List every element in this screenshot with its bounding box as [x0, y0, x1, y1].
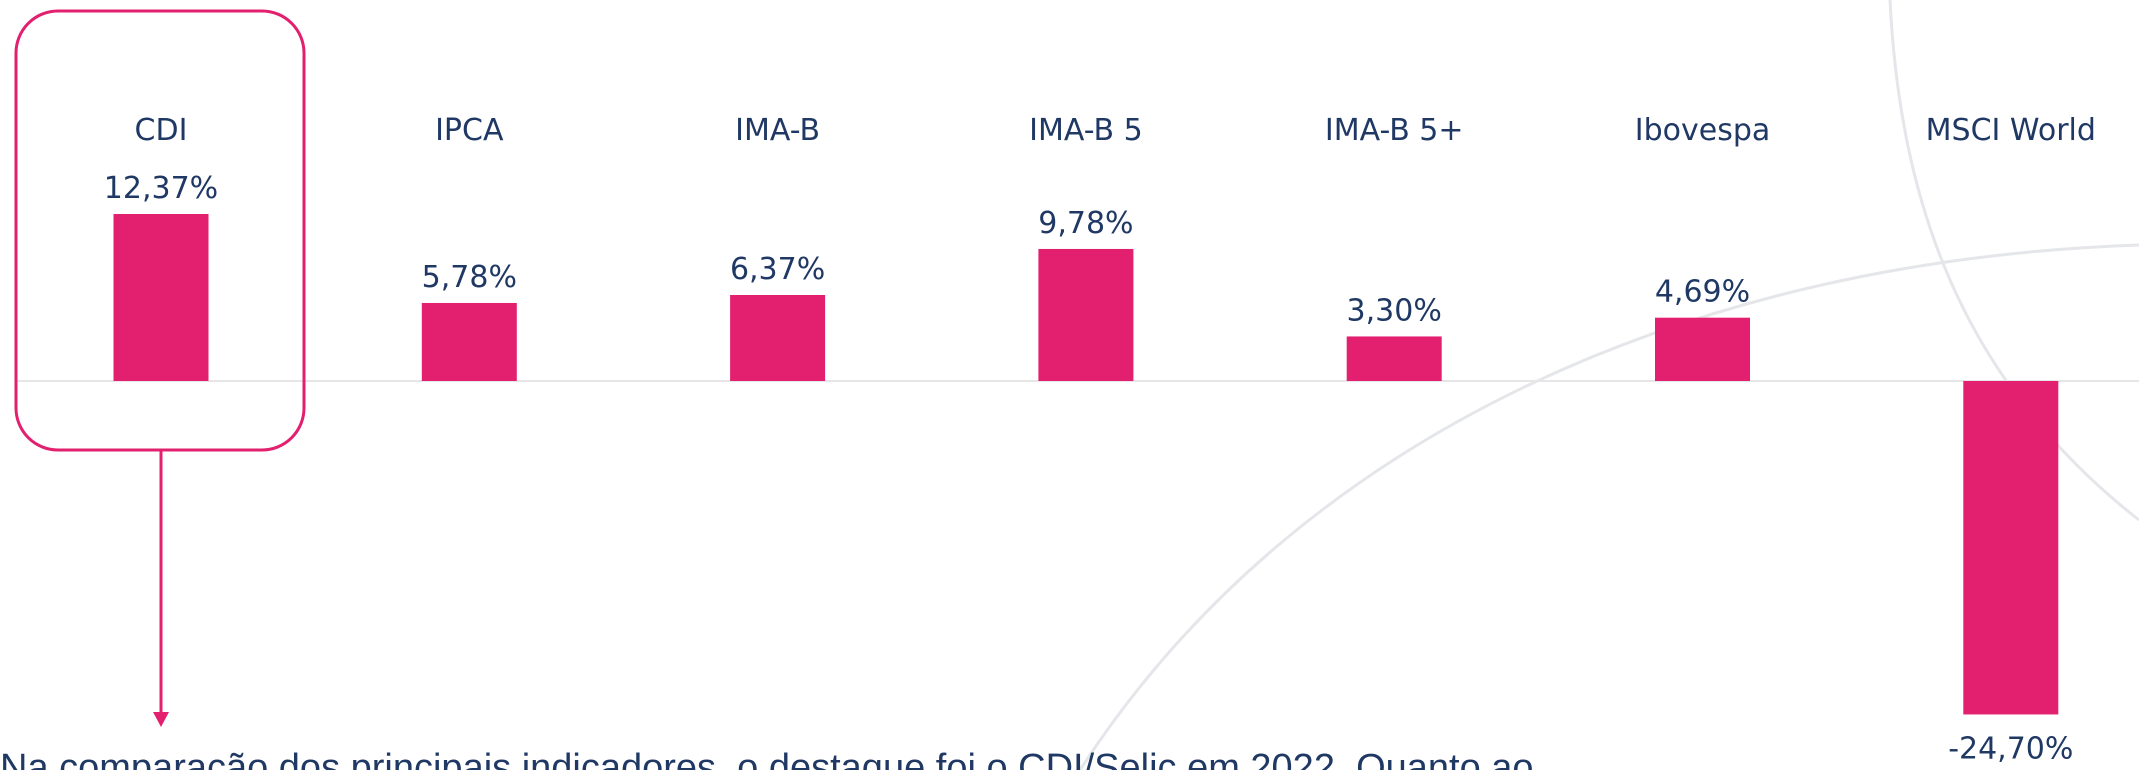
bar: [730, 295, 826, 381]
bar: [1346, 336, 1442, 381]
bar: [1038, 248, 1134, 381]
bar: [1655, 317, 1750, 381]
category-label: IPCA: [435, 113, 504, 148]
value-label: 6,37%: [730, 252, 825, 287]
arrow-head: [153, 712, 169, 727]
value-label: 3,30%: [1347, 293, 1442, 328]
value-label: 5,78%: [422, 260, 517, 295]
category-label: IMA-B 5+: [1325, 113, 1464, 148]
arc: [1888, 0, 2139, 522]
value-label: 9,78%: [1038, 206, 1133, 241]
annotation: Na comparação dos principais indicadores…: [0, 747, 1534, 770]
value-label: 12,37%: [104, 171, 218, 206]
category-label: CDI: [135, 113, 188, 148]
category-label: IMA-B 5: [1029, 113, 1143, 148]
category-label: Ibovespa: [1635, 113, 1771, 148]
arc: [1078, 243, 2139, 770]
bar: [113, 214, 209, 381]
background-arcs: [1078, 0, 2139, 770]
category-label: MSCI World: [1926, 113, 2096, 148]
value-label: -24,70%: [1948, 731, 2073, 766]
bar: [1963, 381, 2059, 715]
category-label: IMA-B: [735, 113, 820, 148]
bar: [421, 302, 517, 381]
value-label: 4,69%: [1655, 275, 1750, 310]
